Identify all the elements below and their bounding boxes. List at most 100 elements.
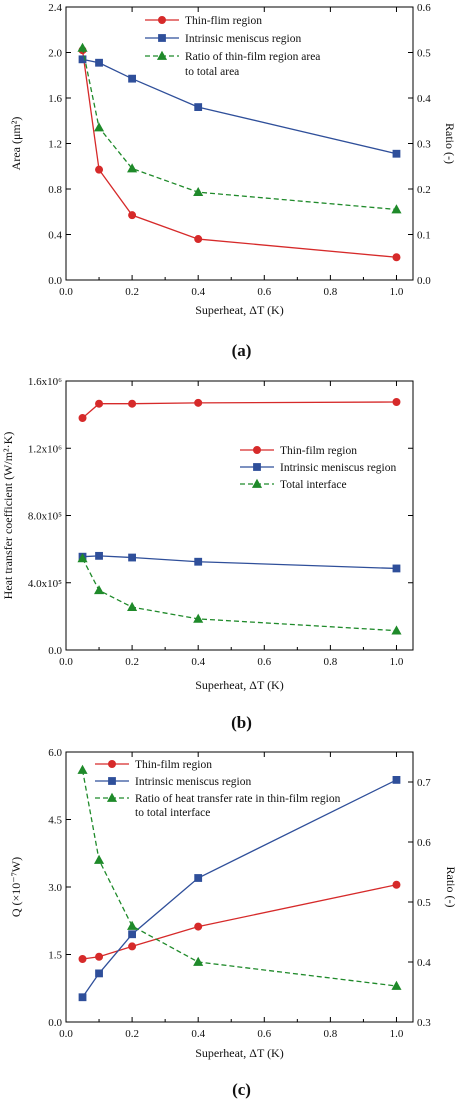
data-point-1-2	[95, 952, 104, 961]
legend-marker-3	[156, 50, 168, 60]
data-point-1-5	[392, 398, 401, 407]
y2-tick-label: 0.5	[417, 48, 431, 60]
x-axis-label: Superheat, ΔT (K)	[195, 678, 283, 692]
y-tick-label: 0.0	[48, 1017, 62, 1029]
data-point-3-4	[193, 613, 204, 623]
y-tick-label: 0.8	[48, 184, 62, 196]
y-tick-label: 1.2x10⁶	[28, 443, 62, 455]
data-point-2-3	[128, 930, 136, 939]
y-tick-label: 2.0	[48, 48, 62, 60]
data-point-2-1	[78, 55, 87, 64]
x-tick-label: 0.6	[257, 1028, 271, 1040]
series-line-2	[81, 779, 397, 998]
y2-axis-label: Ratio (-)	[443, 123, 457, 164]
data-point-2-5	[392, 149, 401, 158]
y-tick-label: 8.0x10⁵	[28, 511, 62, 523]
data-point-2-2	[95, 969, 103, 978]
y2-tick-label: 0.2	[417, 184, 431, 196]
legend-label-1: Thin-flim region	[185, 15, 262, 27]
data-point-1-4	[194, 922, 203, 931]
data-point-3-2	[93, 585, 105, 595]
x-axis-label: Superheat, ΔT (K)	[195, 1046, 283, 1060]
legend-marker-1	[157, 15, 166, 24]
data-point-3-4	[193, 956, 204, 966]
y-tick-label: 0.0	[48, 275, 62, 287]
data-point-2-4	[194, 103, 203, 111]
legend-label-3-line2: to total interface	[135, 807, 210, 819]
data-point-3-3	[127, 163, 138, 173]
data-point-3-5	[391, 204, 402, 214]
y2-tick-label: 0.0	[417, 275, 431, 287]
x-tick-label: 0.8	[324, 1028, 338, 1040]
legend-label-3: Ratio of thin-film region area	[185, 51, 320, 63]
data-point-2-3	[128, 553, 136, 562]
y-tick-label: 1.6x10⁶	[28, 376, 62, 388]
series-line-3	[81, 769, 397, 987]
y2-tick-label: 0.4	[417, 93, 431, 105]
data-point-1-4	[194, 235, 203, 244]
series-line-2	[82, 58, 397, 155]
y-axis-label: Area (μm²)	[9, 117, 23, 171]
data-point-3-5	[391, 625, 402, 635]
x-tick-label: 0.0	[59, 1028, 73, 1040]
y2-tick-label: 0.7	[417, 777, 431, 789]
data-point-3-5	[391, 980, 402, 990]
data-point-3-1	[77, 42, 88, 52]
x-tick-label: 1.0	[390, 656, 404, 668]
y-axis-label: Q (×10⁻⁷W)	[9, 857, 23, 917]
y2-tick-label: 0.5	[417, 897, 431, 909]
data-point-1-2	[95, 165, 104, 174]
legend-label-1: Thin-film region	[135, 759, 212, 771]
y-tick-label: 0.0	[48, 645, 62, 657]
legend-label-1: Thin-film region	[280, 445, 357, 457]
series-line-3	[81, 47, 397, 211]
x-tick-label: 1.0	[390, 286, 404, 298]
x-tick-label: 1.0	[390, 1028, 404, 1040]
legend-marker-2	[108, 777, 116, 785]
legend-label-2: Intrinsic meniscus region	[280, 462, 397, 474]
panel-caption: (b)	[231, 713, 252, 732]
series-line-3	[81, 558, 397, 632]
data-point-1-3	[128, 399, 137, 408]
x-tick-label: 0.6	[257, 286, 271, 298]
data-point-1-1	[78, 955, 87, 964]
data-point-1-5	[392, 253, 401, 262]
data-point-1-3	[128, 211, 137, 220]
data-point-3-2	[93, 122, 105, 132]
legend-marker-3	[106, 792, 118, 802]
y-tick-label: 1.2	[48, 139, 62, 151]
panel-caption: (a)	[232, 341, 252, 360]
data-point-2-5	[392, 776, 401, 784]
legend-label-3: Ratio of heat transfer rate in thin-film…	[135, 793, 341, 805]
data-point-3-1	[77, 764, 88, 774]
legend-label-3: Total interface	[280, 479, 347, 491]
y-tick-label: 1.5	[48, 950, 62, 962]
x-tick-label: 0.4	[191, 1028, 205, 1040]
y2-tick-label: 0.3	[417, 139, 431, 151]
data-point-2-2	[95, 58, 103, 67]
data-point-3-4	[193, 186, 204, 197]
y2-tick-label: 0.6	[417, 837, 431, 849]
data-point-2-4	[194, 874, 203, 882]
y-tick-label: 4.0x10⁵	[28, 578, 62, 590]
y-tick-label: 6.0	[48, 747, 62, 759]
data-point-2-3	[128, 74, 136, 83]
legend-label-2: Intrinsic meniscus region	[135, 776, 252, 788]
data-point-3-3	[127, 601, 138, 611]
x-axis-label: Superheat, ΔT (K)	[195, 303, 283, 317]
data-point-1-5	[392, 880, 401, 889]
y2-tick-label: 0.4	[417, 957, 431, 969]
data-point-1-4	[194, 398, 203, 407]
y2-axis-label: Ratio (-)	[444, 867, 458, 908]
y-tick-label: 3.0	[48, 882, 62, 894]
legend-marker-3	[251, 478, 263, 488]
y-tick-label: 4.5	[48, 815, 62, 827]
x-tick-label: 0.2	[125, 286, 139, 298]
data-point-1-2	[95, 399, 104, 408]
x-tick-label: 0.4	[191, 286, 205, 298]
y-axis-label: Heat transfer coefficient (W/m²·K)	[1, 432, 15, 600]
x-tick-label: 0.0	[59, 656, 73, 668]
x-tick-label: 0.2	[125, 1028, 139, 1040]
x-tick-label: 0.2	[125, 656, 139, 668]
